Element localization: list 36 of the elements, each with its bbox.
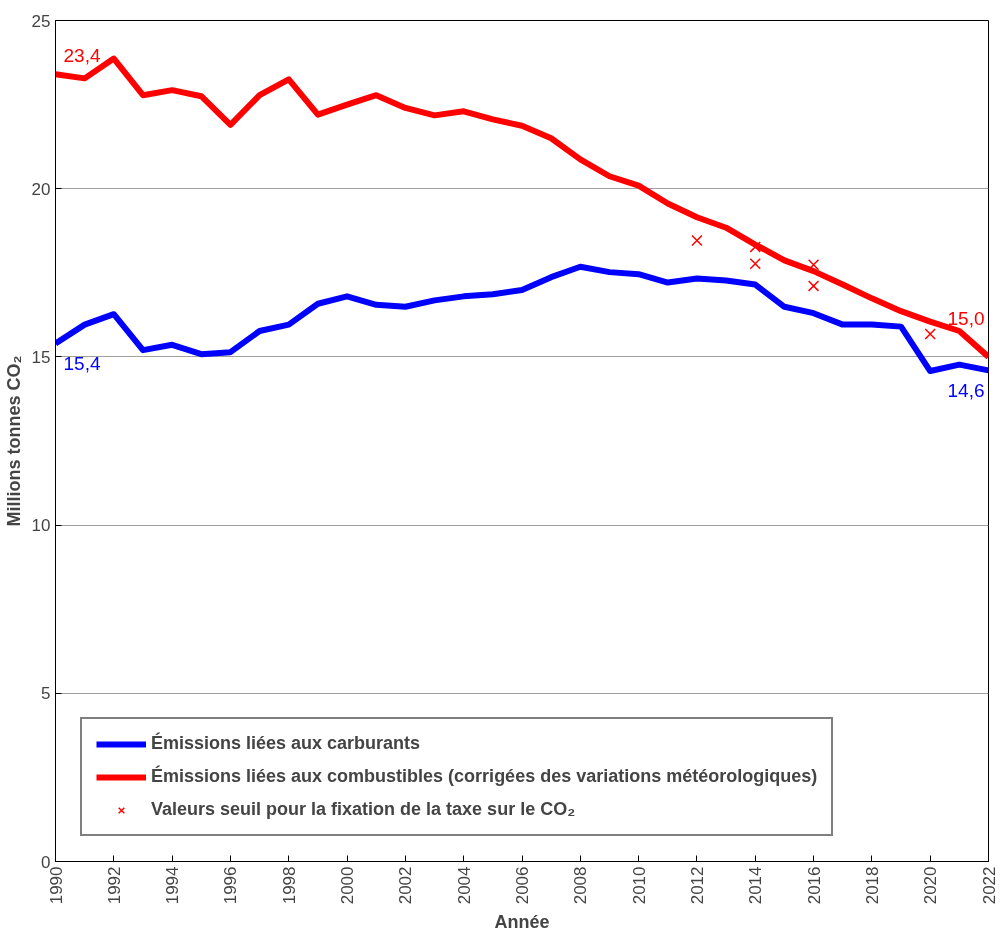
legend-label: Valeurs seuil pour la fixation de la taxe sur le CO₂ xyxy=(151,799,576,820)
y-tick-label: 5 xyxy=(41,684,51,704)
x-tick-label: 1998 xyxy=(279,866,299,905)
point xyxy=(807,259,820,271)
x-tick-label: 2008 xyxy=(571,866,591,905)
data-label: 15,4 xyxy=(63,353,101,375)
y-tick-label: 10 xyxy=(31,516,51,536)
point xyxy=(749,258,761,270)
x-tick-label: 2020 xyxy=(921,866,941,905)
x-tick-label: 2018 xyxy=(862,866,882,905)
data-label: 23,4 xyxy=(63,45,101,67)
x-tick-label: 2002 xyxy=(396,866,416,905)
x-tick-label: 1996 xyxy=(221,866,241,905)
x-tick-label: 1992 xyxy=(104,866,124,905)
x-tick-label: 2000 xyxy=(338,866,358,905)
data-label: 14,6 xyxy=(947,380,985,402)
point xyxy=(924,328,936,340)
legend-label: Émissions liées aux carburants xyxy=(151,733,421,754)
y-axis-title: Millions tonnes CO₂ xyxy=(3,355,24,527)
y-tick-label: 15 xyxy=(31,347,51,367)
x-tick-label: 2010 xyxy=(629,866,649,905)
y-tick-label: 20 xyxy=(31,179,51,199)
x-tick-label: 2016 xyxy=(804,866,824,905)
point xyxy=(691,234,703,247)
x-tick-label: 2004 xyxy=(454,866,474,905)
legend-label: Émissions liées aux combustibles (corrigées des variations météorologiques) xyxy=(151,766,818,787)
x-tick-label: 2012 xyxy=(687,866,707,905)
x-tick-label: 1994 xyxy=(163,866,183,905)
x-tick-label: 2022 xyxy=(979,866,999,905)
y-tick-label: 0 xyxy=(41,852,51,872)
x-axis-title: Année xyxy=(494,912,550,933)
y-tick-label: 25 xyxy=(31,11,51,31)
x-tick-label: 2014 xyxy=(746,866,766,905)
x-tick-label: 2006 xyxy=(513,866,532,905)
point xyxy=(807,280,820,292)
data-label: 15,0 xyxy=(947,307,985,329)
